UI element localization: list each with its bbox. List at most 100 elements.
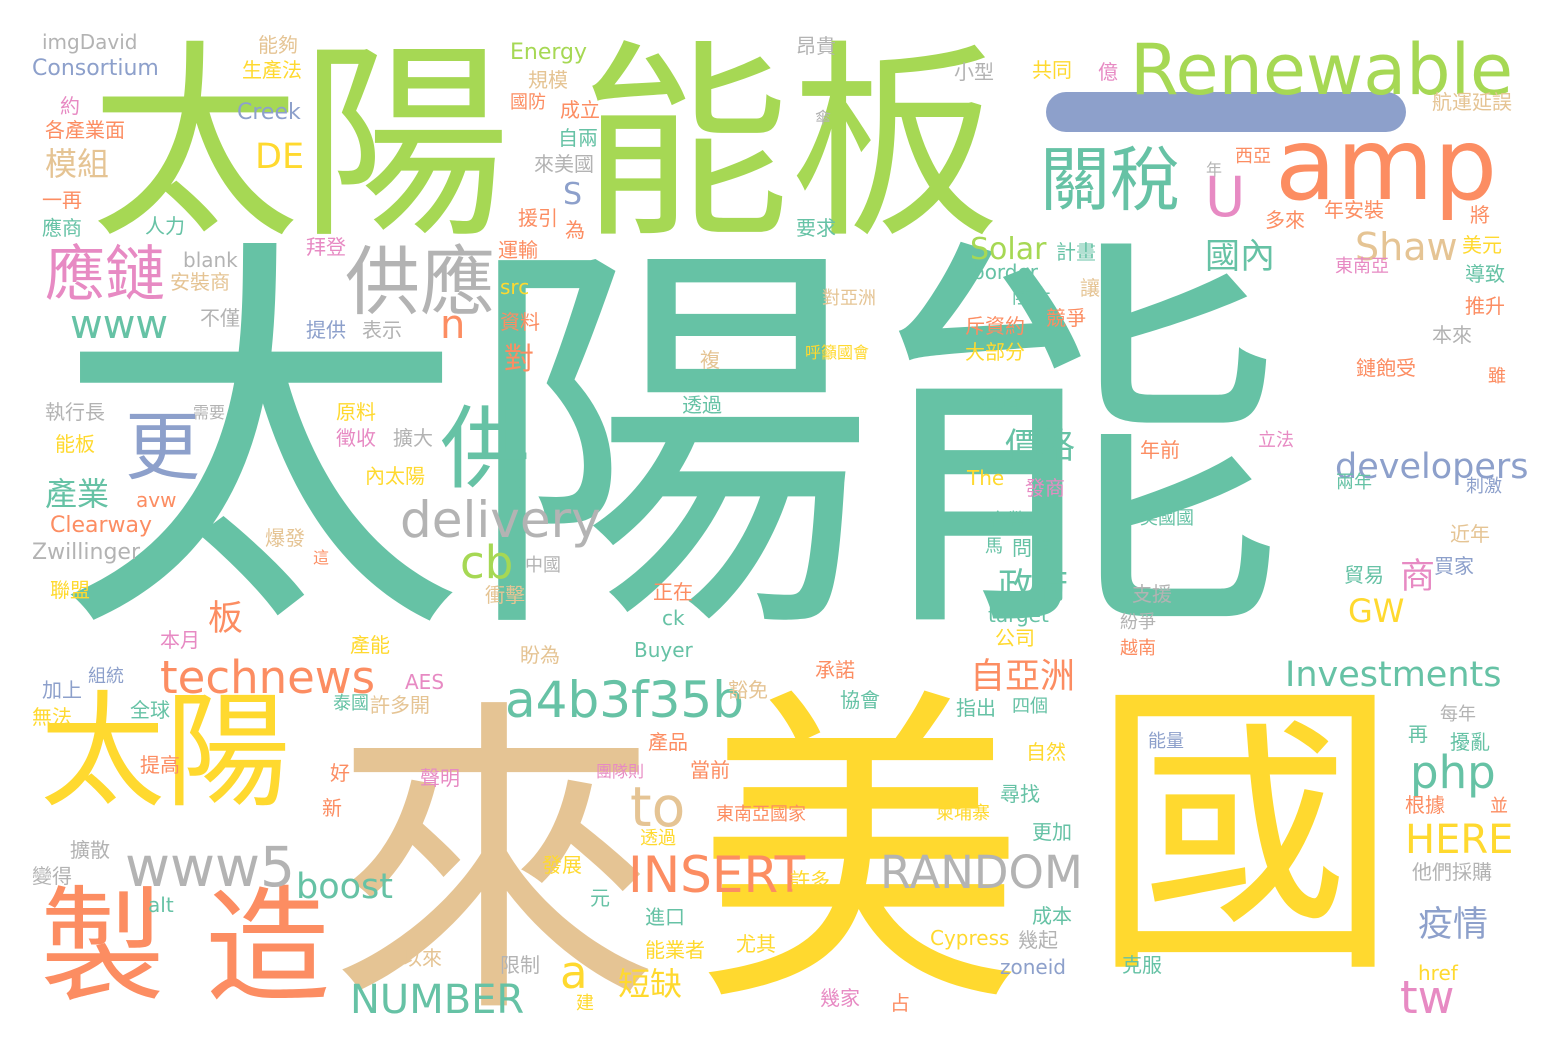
cloud-word: 能板 [580, 22, 1001, 267]
cloud-word: 自兩 [558, 126, 598, 150]
cloud-word: 原料 [336, 400, 376, 424]
cloud-word: zoneid [1000, 955, 1066, 979]
cloud-word: 約 [60, 94, 80, 118]
cloud-word: 拜登 [306, 235, 346, 259]
cloud-word: 指出 [956, 696, 996, 720]
cloud-word: 雖 [1488, 366, 1506, 387]
cloud-word: 當前 [690, 758, 730, 782]
cloud-word: 不僅 [200, 306, 240, 330]
cloud-word: 呼籲國會 [805, 343, 870, 362]
cloud-word: 成本 [1032, 904, 1072, 928]
cloud-word: 團隊則 [596, 762, 645, 781]
cloud-word: DE [255, 137, 305, 177]
cloud-word: 對 [504, 342, 534, 377]
cloud-word: 許多 [790, 868, 830, 892]
cloud-word: boost [296, 867, 394, 907]
cloud-word: 盼為 [520, 643, 560, 667]
cloud-word: 幾家 [820, 986, 860, 1010]
cloud-word: Buyer [634, 638, 693, 662]
cloud-word: 尤其 [736, 932, 776, 956]
cloud-word: 大部分 [965, 340, 1025, 364]
cloud-word: 協會 [840, 688, 880, 712]
cloud-word: ck [662, 606, 685, 630]
cloud-word: alt [148, 893, 174, 917]
cloud-word: 太陽能 [55, 206, 1285, 684]
cloud-word: 應商 [42, 216, 82, 240]
cloud-word: 泰國 [333, 693, 369, 714]
cloud-word: Cypress [930, 926, 1010, 950]
cloud-word: 政府 [998, 567, 1069, 607]
cloud-word: 產業 [45, 475, 110, 513]
cloud-word: 聲明 [420, 766, 460, 790]
cloud-word: 億 [1098, 60, 1118, 84]
cloud-word: 透過 [640, 828, 676, 849]
cloud-word: 變得 [32, 864, 72, 888]
cloud-word: 推升 [1465, 294, 1505, 318]
cloud-word: 一再 [42, 188, 82, 212]
cloud-word: 擴散 [70, 838, 110, 862]
cloud-word: 能夠 [258, 33, 298, 57]
cloud-word: 自亞洲 [970, 657, 1076, 697]
cloud-word: 製 [40, 875, 165, 1020]
cloud-word: blank [183, 248, 238, 272]
cloud-word: 本來 [1432, 323, 1472, 347]
cloud-word: 產品 [648, 730, 688, 754]
cloud-word: 價格 [1005, 427, 1076, 467]
cloud-word: 這 [313, 548, 330, 567]
cloud-word: imgDavid [42, 30, 138, 54]
cloud-word: 國防 [510, 92, 546, 113]
cloud-word: a [560, 946, 588, 999]
cloud-word: 執行長 [45, 400, 105, 424]
cloud-word: 克服 [1122, 953, 1162, 977]
cloud-word: developers [1335, 447, 1529, 487]
cloud-word: 斥資約 [965, 314, 1025, 338]
cloud-word: 援引 [518, 206, 558, 230]
cloud-word: Solar [970, 232, 1047, 267]
cloud-word: 表示 [362, 318, 402, 342]
cloud-word: 新 [322, 796, 342, 820]
cloud-word: 並 [1490, 796, 1508, 817]
cloud-word: 為 [565, 218, 585, 242]
cloud-word: 貿易 [1344, 563, 1384, 587]
cloud-word: 再 [1408, 722, 1428, 746]
cloud-word: 更 [125, 403, 201, 491]
cloud-word: href [1418, 961, 1458, 985]
cloud-word: 東南亞 [1335, 256, 1389, 277]
cloud-word: www [70, 302, 169, 348]
cloud-word: border [972, 260, 1039, 284]
cloud-word: 擴大 [393, 426, 433, 450]
cloud-word: 越南 [1120, 638, 1156, 659]
cloud-word: 公司 [995, 626, 1035, 650]
cloud-word: 來 [330, 673, 660, 1052]
cloud-word: amp [1275, 106, 1498, 223]
cloud-word: 年 [1206, 160, 1223, 179]
cloud-word: 年前 [1140, 438, 1180, 462]
cloud-word: 來美國 [534, 152, 594, 176]
cloud-word: www5 [125, 835, 295, 899]
cloud-word: 包括 [980, 388, 1020, 412]
cloud-word: delivery [400, 491, 601, 549]
cloud-word: Renewable [1130, 29, 1514, 111]
cloud-word: 能板 [55, 432, 95, 456]
cloud-word: 共同 [1032, 58, 1072, 82]
cloud-word: 中國 [525, 555, 561, 576]
cloud-word: Clearway [50, 513, 153, 538]
cloud-word: 各產業面 [45, 118, 125, 142]
cloud-word: 問題 [1012, 536, 1052, 560]
cloud-word: 板 [208, 599, 244, 639]
cloud-word: technews [160, 651, 376, 704]
cloud-word: 競爭 [1046, 306, 1086, 330]
cloud-word: Shaw [1355, 225, 1458, 269]
cloud-word: to [630, 775, 686, 839]
cloud-word: 太陽 [40, 680, 290, 825]
cloud-word: 能量 [1148, 731, 1184, 752]
cloud-word: 紛爭 [1120, 612, 1156, 633]
cloud-word: 內太陽 [365, 464, 425, 488]
cloud-word: 造 [205, 875, 330, 1020]
cloud-word: 豁免 [728, 678, 768, 702]
cloud-word: 發展 [542, 853, 582, 877]
cloud-word: cb [460, 536, 514, 589]
cloud-word: 好 [330, 761, 350, 785]
cloud-word: 進口 [645, 905, 685, 929]
